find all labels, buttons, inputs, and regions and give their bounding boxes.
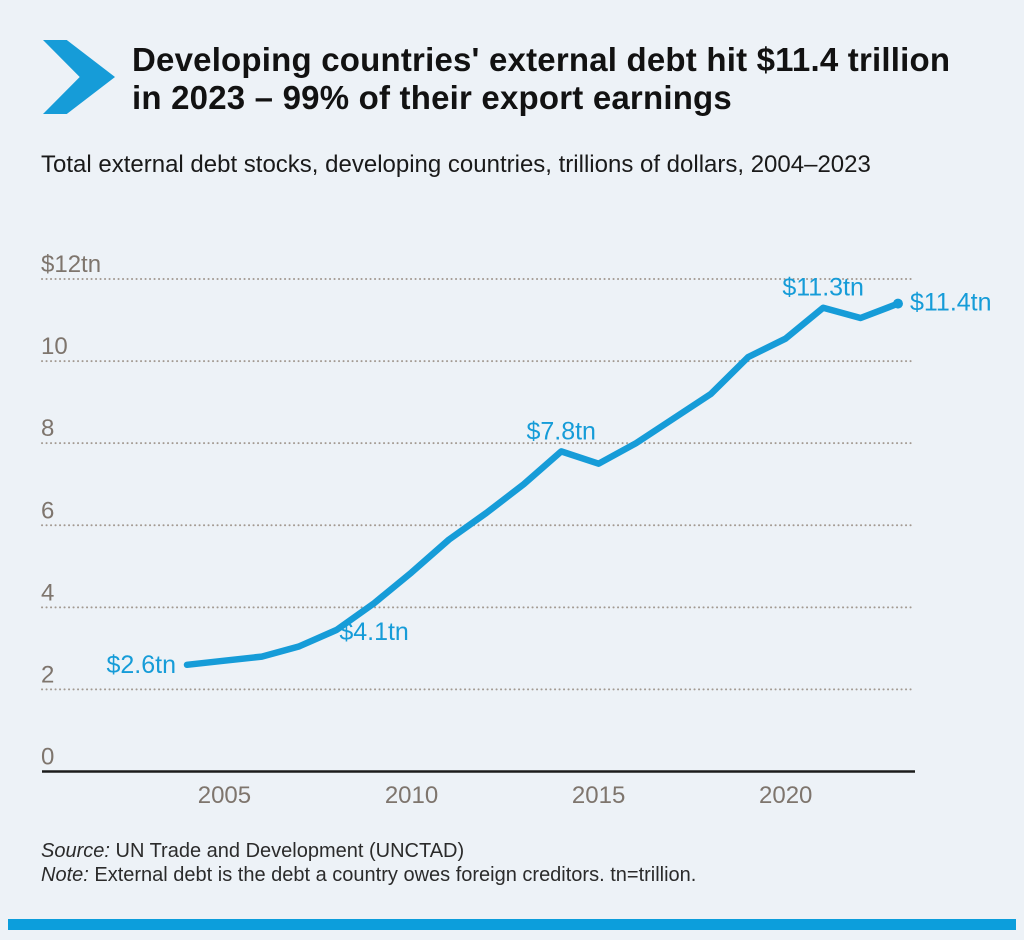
x-tick-label: 2005 bbox=[198, 782, 251, 809]
note-label: Note: bbox=[41, 863, 89, 886]
y-tick-label: 10 bbox=[41, 333, 68, 360]
chart-footer: Source: UN Trade and Development (UNCTAD… bbox=[41, 840, 696, 887]
note-line: Note: External debt is the debt a countr… bbox=[41, 864, 696, 886]
y-tick-label: $12tn bbox=[41, 251, 101, 278]
y-tick-label: 6 bbox=[41, 497, 54, 524]
source-label: Source: bbox=[41, 840, 110, 862]
y-tick-label: 2 bbox=[41, 661, 54, 688]
chart-subtitle: Total external debt stocks, developing c… bbox=[41, 151, 871, 178]
note-text: External debt is the debt a country owes… bbox=[94, 863, 697, 886]
y-tick-label: 8 bbox=[41, 415, 54, 442]
y-tick-label: 4 bbox=[41, 579, 54, 606]
source-text: UN Trade and Development (UNCTAD) bbox=[115, 840, 465, 862]
line-end-dot bbox=[892, 298, 903, 309]
data-label-2014: $7.8tn bbox=[526, 417, 596, 445]
data-label-2009: $4.1tn bbox=[339, 618, 409, 646]
x-tick-label: 2010 bbox=[385, 782, 438, 809]
page-title: Developing countries' external debt hit … bbox=[132, 41, 951, 116]
y-tick-label: 0 bbox=[41, 744, 54, 771]
data-label-2023: $11.4tn bbox=[910, 289, 992, 317]
debt-line-series bbox=[183, 300, 902, 669]
source-line: Source: UN Trade and Development (UNCTAD… bbox=[41, 840, 464, 862]
x-tick-label: 2020 bbox=[759, 782, 812, 809]
data-label-2004: $2.6tn bbox=[106, 651, 176, 679]
footer-accent-bar bbox=[8, 919, 1016, 930]
data-label-2021: $11.3tn bbox=[782, 274, 864, 302]
x-tick-label: 2015 bbox=[572, 782, 625, 809]
